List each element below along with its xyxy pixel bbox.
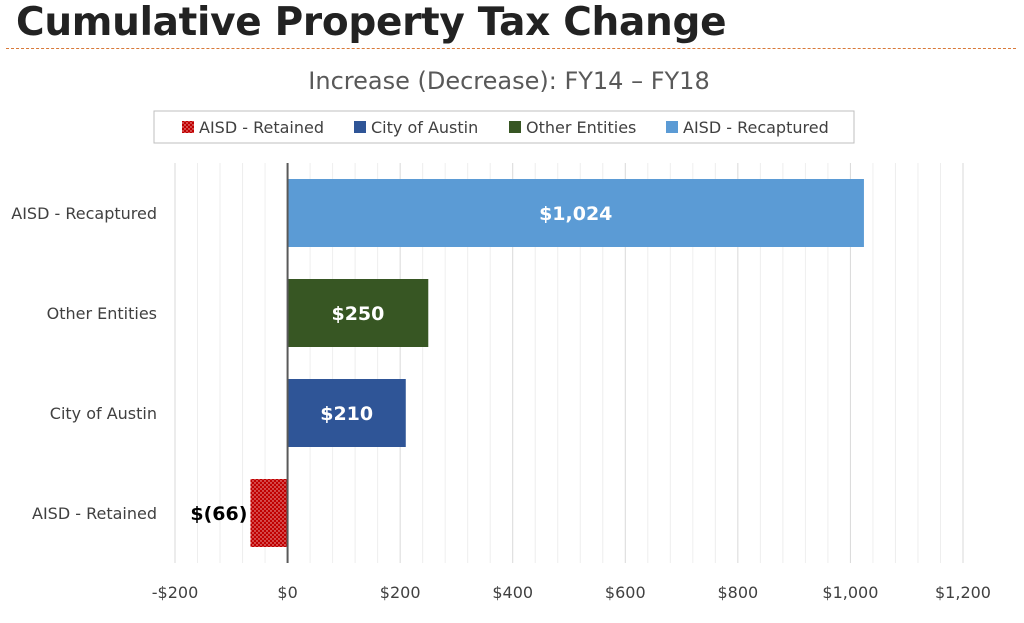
data-label: $1,024 [539,203,612,225]
x-tick-label: $800 [717,583,758,602]
category-label: AISD - Recaptured [11,204,157,223]
category-label: Other Entities [47,304,157,323]
x-tick-label: -$200 [152,583,199,602]
x-tick-label: $0 [277,583,297,602]
chart-legend: AISD - Retained City of Austin Other Entit… [153,110,855,144]
legend-label: AISD - Recaptured [683,118,829,137]
x-tick-labels: -$200 $0 $200 $400 $600 $800 $1,000 $1,200 [152,583,991,602]
x-tick-label: $1,000 [822,583,878,602]
data-label: $210 [320,403,373,425]
x-tick-label: $200 [380,583,421,602]
x-tick-label: $400 [492,583,533,602]
legend-swatch [182,121,194,133]
x-tick-label: $600 [605,583,646,602]
bar-aisd-retained [250,479,288,547]
data-label: $(66) [190,503,247,525]
legend-box [153,110,855,144]
legend-swatch [666,121,678,133]
x-tick-label: $1,200 [935,583,991,602]
data-label: $250 [331,303,384,325]
data-labels: $1,024 $250 $210 $(66) [190,203,612,525]
category-label: City of Austin [50,404,157,423]
bar-aisd-recaptured [287,179,864,247]
bar-city-of-austin [287,379,406,447]
category-labels: AISD - Recaptured Other Entities City of A… [11,204,157,523]
legend-swatch [354,121,366,133]
category-label: AISD - Retained [32,504,157,523]
bar-other-entities [287,279,429,347]
legend-label: Other Entities [526,118,636,137]
title-divider [6,48,1016,49]
legend-label: City of Austin [371,118,478,137]
legend-swatch [509,121,521,133]
page-title: Cumulative Property Tax Change [16,0,727,45]
bars [250,179,864,547]
chart-title: Increase (Decrease): FY14 – FY18 [308,67,709,95]
legend-label: AISD - Retained [199,118,324,137]
